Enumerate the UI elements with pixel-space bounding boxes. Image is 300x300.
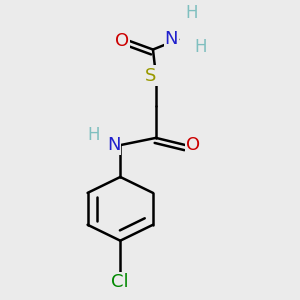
Text: O: O — [186, 136, 200, 154]
Text: H: H — [185, 4, 198, 22]
Text: Cl: Cl — [112, 272, 129, 290]
Text: S: S — [145, 67, 156, 85]
Text: Cl: Cl — [112, 272, 129, 290]
Text: H: H — [87, 126, 100, 144]
Text: H: H — [195, 38, 207, 56]
Text: O: O — [115, 32, 129, 50]
Text: N: N — [107, 136, 120, 154]
Text: N: N — [165, 30, 178, 48]
Text: O: O — [186, 136, 200, 154]
Text: O: O — [115, 32, 129, 50]
Text: H: H — [195, 38, 207, 56]
Text: S: S — [145, 67, 156, 85]
Text: N: N — [165, 30, 178, 48]
Text: H: H — [185, 4, 198, 22]
Text: H: H — [87, 126, 100, 144]
Text: N: N — [107, 136, 120, 154]
